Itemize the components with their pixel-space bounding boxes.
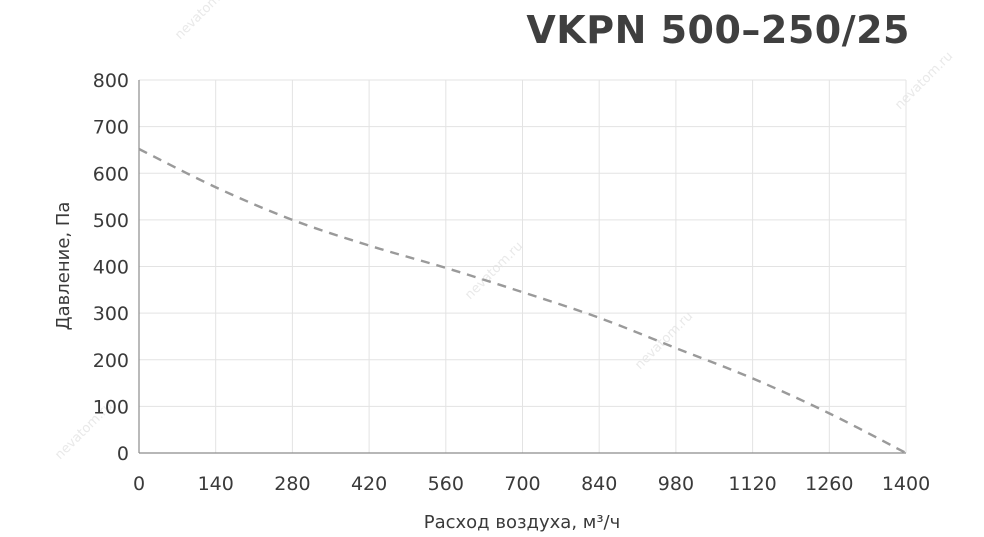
x-tick-label: 1260	[805, 473, 853, 495]
y-tick-label: 0	[117, 443, 129, 465]
x-tick-label: 1400	[882, 473, 930, 495]
y-tick-label: 600	[93, 163, 129, 185]
y-tick-label: 800	[93, 70, 129, 92]
y-axis-label: Давление, Па	[53, 202, 74, 331]
y-tick-label: 200	[93, 350, 129, 372]
x-tick-label: 280	[274, 473, 310, 495]
y-tick-label: 100	[93, 396, 129, 418]
y-tick-label: 400	[93, 257, 129, 279]
watermark-text: nevatom.ru	[632, 309, 696, 373]
watermark-layer: nevatom.ru nevatom.ru nevatom.ru nevatom.ru…	[52, 0, 956, 463]
y-tick-label: 500	[93, 210, 129, 232]
x-tick-label: 840	[581, 473, 617, 495]
grid	[138, 79, 907, 454]
watermark-text: nevatom.ru	[462, 239, 526, 303]
tick-labels: 0 140 280 420 560 700 840 980 1120 1260 1400 0 100 20…	[93, 70, 930, 495]
watermark-text: nevatom.ru	[892, 49, 956, 113]
x-axis-label: Расход воздуха, м³/ч	[424, 512, 621, 533]
x-tick-label: 1120	[728, 473, 776, 495]
x-tick-label: 140	[198, 473, 234, 495]
x-tick-label: 420	[351, 473, 387, 495]
chart-title: VKPN 500–250/25	[526, 8, 910, 52]
x-tick-label: 700	[504, 473, 540, 495]
x-tick-label: 560	[428, 473, 464, 495]
y-tick-label: 700	[93, 117, 129, 139]
axes	[138, 80, 906, 454]
x-tick-label: 980	[658, 473, 694, 495]
x-tick-label: 0	[133, 473, 145, 495]
y-tick-label: 300	[93, 303, 129, 325]
watermark-text: nevatom.ru	[172, 0, 236, 43]
